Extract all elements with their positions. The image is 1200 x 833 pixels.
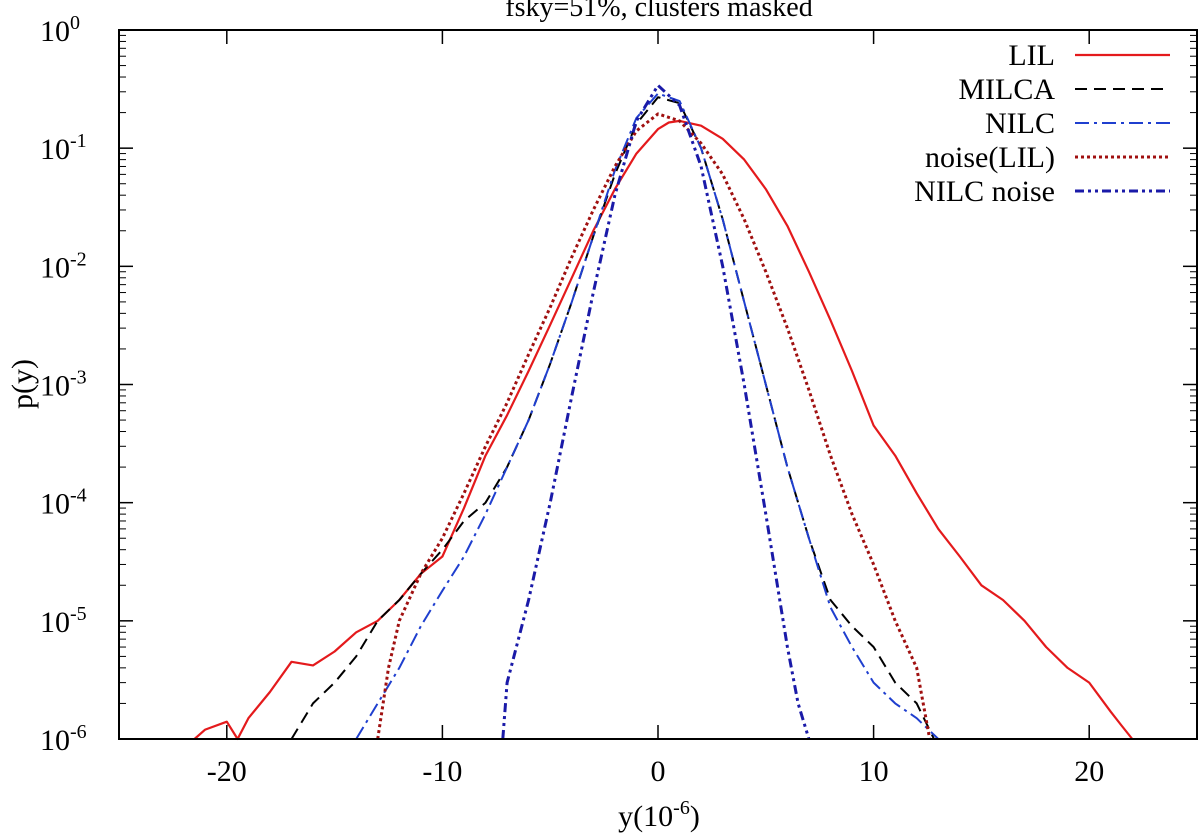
y-tick-label: 10-4 — [40, 485, 87, 521]
x-axis-label: y(10-6) — [618, 797, 700, 833]
y-tick-label: 10-6 — [40, 721, 87, 757]
y-tick-label: 100 — [40, 12, 80, 48]
legend-label-lil: LIL — [1008, 39, 1055, 72]
legend-label-noise-lil: noise(LIL) — [925, 141, 1055, 174]
x-axis-label-base: y(10 — [618, 800, 673, 833]
x-tick-label: 10 — [859, 755, 889, 788]
x-axis-label-exp: -6 — [673, 797, 690, 819]
series-line-nilc — [355, 92, 939, 740]
series-line-nilc-noise — [501, 83, 811, 740]
x-tick-label: -20 — [207, 755, 247, 788]
legend-label-nilc-noise: NILC noise — [914, 175, 1055, 208]
series-line-lil — [193, 119, 1134, 741]
y-tick-label: 10-3 — [40, 367, 87, 403]
series-line-noise-lil — [376, 112, 932, 740]
legend-label-milca: MILCA — [958, 73, 1055, 106]
x-tick-label: -10 — [422, 755, 462, 788]
y-axis-label: p(y) — [6, 359, 39, 409]
x-tick-label: 20 — [1074, 755, 1104, 788]
chart-title: fsky=51%, clusters masked — [505, 0, 812, 23]
legend-label-nilc: NILC — [985, 107, 1055, 140]
y-tick-label: 10-2 — [40, 248, 87, 284]
y-tick-label: 10-5 — [40, 603, 87, 639]
series-line-milca — [290, 96, 935, 740]
x-tick-label: 0 — [651, 755, 666, 788]
x-axis-label-end: ) — [690, 800, 700, 833]
y-tick-label: 10-1 — [40, 130, 87, 166]
series-layer — [193, 83, 1134, 741]
ticks-layer: -20 -10 0 10 20 10-6 10-5 10-4 10-3 10-2 10-1 100 — [40, 12, 1197, 788]
